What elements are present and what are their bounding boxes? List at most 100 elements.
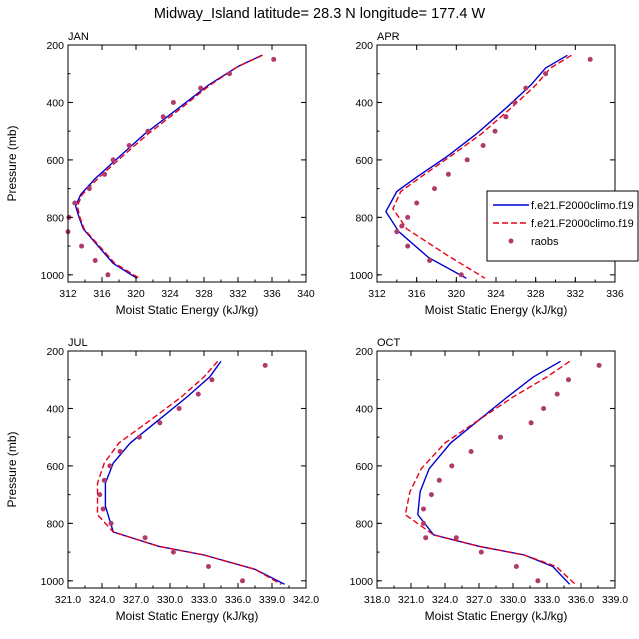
apr-ytick-label: 200 (355, 40, 373, 52)
jul-raobs-point (206, 564, 211, 569)
legend-entry-label: f.e21.F2000climo.f19 (531, 200, 634, 212)
oct-raobs-point (554, 391, 560, 397)
jan-plot-frame (67, 44, 307, 283)
jan-xtick-label: 336 (263, 288, 281, 300)
oct-raobs-point (596, 362, 602, 368)
oct-raobs-point (541, 406, 547, 411)
jan-raobs-point (86, 186, 92, 192)
oct-ytick-label: 200 (355, 346, 373, 358)
jan-raobs-point (92, 258, 98, 263)
jul-xtick-label: 321.0 (55, 594, 81, 606)
jan-raobs-point (79, 243, 85, 249)
apr-panel-title: APR (377, 31, 400, 43)
apr-ytick-label: 800 (355, 212, 373, 224)
oct-raobs-point (428, 492, 434, 498)
jul-series-model2-line (96, 360, 282, 585)
oct-raobs-point (449, 463, 455, 469)
oct-panel-title: OCT (377, 337, 401, 349)
jan-raobs-point (271, 56, 277, 62)
oct-raobs-point (423, 535, 429, 541)
jan-ytick-label: 800 (46, 212, 64, 224)
apr-raobs-point (445, 171, 451, 177)
jan-ytick-label: 200 (46, 40, 64, 52)
panel-jan: 312 316 320 324 328 332 336 340 200 400 600 800 1000… (5, 31, 315, 317)
apr-raobs-point (405, 214, 411, 220)
jul-raobs-point (117, 449, 123, 454)
oct-raobs-point (478, 549, 484, 555)
panel-oct: 318.0 321.0 324.0 327.0 330.0 333.0 336.0 339.0… (350, 337, 629, 623)
jan-xtick-label: 316 (93, 288, 111, 300)
jan-panel-title: JAN (68, 31, 89, 43)
apr-xtick-label: 336 (606, 288, 624, 300)
legend-raobs-marker (508, 238, 514, 244)
jan-ytick-label: 400 (46, 97, 64, 109)
oct-xtick-label: 336.0 (568, 594, 594, 606)
oct-plot-frame (376, 350, 616, 589)
jul-raobs-point (108, 520, 114, 526)
jan-raobs-point (145, 128, 151, 134)
oct-xtick-label: 318.0 (364, 594, 390, 606)
suptitle: Midway_Island latitude= 28.3 N longitude… (154, 6, 486, 22)
jul-raobs-point (101, 477, 107, 483)
jan-series-model1-line (74, 54, 263, 279)
jul-raobs-point (157, 420, 163, 426)
jan-ytick-label: 1000 (41, 270, 65, 282)
jan-raobs-point (227, 71, 232, 77)
oct-raobs-point (513, 564, 519, 569)
oct-raobs-point (421, 506, 426, 512)
jul-raobs-point (142, 535, 148, 541)
apr-raobs-point (427, 258, 433, 263)
jan-raobs-point (198, 85, 204, 91)
oct-raobs-point (468, 449, 474, 454)
oct-xtick-label: 321.0 (398, 594, 424, 606)
apr-xlabel: Moist Static Energy (kJ/kg) (425, 303, 568, 317)
jan-xtick-label: 312 (59, 288, 77, 300)
apr-raobs-point (458, 272, 464, 278)
apr-ytick-label: 400 (355, 97, 373, 109)
apr-series-model2-line (392, 54, 572, 279)
jul-xtick-label: 327.0 (123, 594, 149, 606)
jul-raobs-point (262, 362, 268, 368)
apr-raobs-point (503, 114, 509, 120)
oct-xtick-label: 330.0 (500, 594, 526, 606)
jan-ytick-label: 600 (46, 155, 64, 167)
apr-raobs-point (414, 200, 420, 206)
legend-entry-label: raobs (531, 236, 559, 248)
jul-raobs-point (170, 549, 176, 555)
jul-xlabel: Moist Static Energy (kJ/kg) (116, 609, 259, 623)
jul-series-model1-line (104, 360, 285, 585)
jul-panel-title: JUL (68, 337, 88, 349)
oct-ytick-label: 1000 (350, 576, 374, 588)
oct-raobs-point (498, 434, 503, 440)
oct-xtick-label: 333.0 (534, 594, 560, 606)
apr-ytick-label: 600 (355, 155, 373, 167)
panel-apr: 312 316 320 324 328 332 336 200 400 600 800 1000 APR… (350, 31, 624, 317)
jan-ylabel: Pressure (mb) (5, 125, 19, 201)
jan-raobs-point (160, 114, 166, 120)
apr-raobs-point (399, 223, 405, 229)
apr-raobs-point (587, 56, 593, 62)
jan-xtick-label: 320 (127, 288, 145, 300)
jul-xtick-label: 324.0 (89, 594, 115, 606)
jul-xtick-label: 333.0 (191, 594, 217, 606)
oct-series-model2-line (404, 360, 576, 585)
jul-ytick-label: 400 (46, 403, 64, 415)
jul-xtick-label: 339.0 (259, 594, 285, 606)
jan-raobs-point (105, 272, 111, 278)
jul-ylabel: Pressure (mb) (5, 431, 19, 507)
jan-xtick-label: 324 (161, 288, 179, 300)
oct-ytick-label: 400 (355, 403, 373, 415)
jul-raobs-point (176, 406, 182, 411)
jul-raobs-point (240, 578, 245, 584)
oct-raobs-point (566, 377, 571, 383)
oct-raobs-point (528, 420, 534, 426)
apr-series-model1-line (385, 54, 568, 279)
legend-box (486, 190, 639, 262)
apr-raobs-point (523, 85, 529, 91)
apr-xtick-label: 316 (408, 288, 426, 300)
jan-xtick-label: 340 (297, 288, 315, 300)
oct-raobs-point (453, 535, 459, 541)
oct-ytick-label: 600 (355, 461, 373, 473)
jul-xtick-label: 330.0 (157, 594, 183, 606)
